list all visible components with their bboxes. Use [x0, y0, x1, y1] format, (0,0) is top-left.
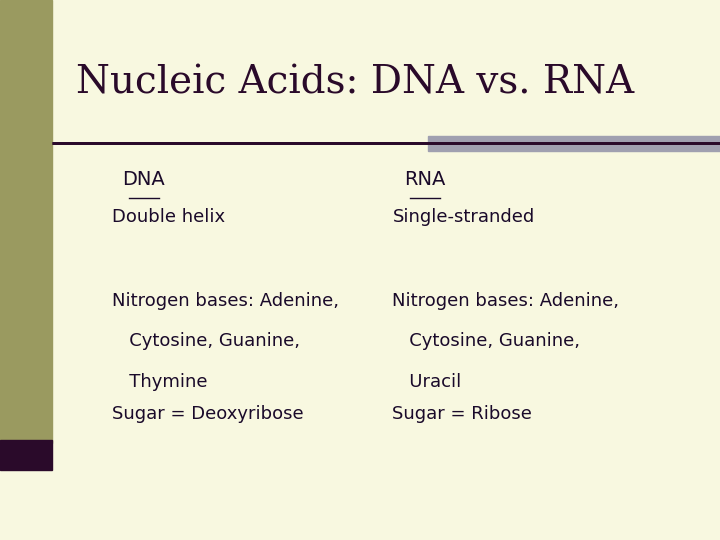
Text: RNA: RNA	[404, 170, 446, 189]
Text: Double helix: Double helix	[112, 208, 225, 226]
Text: Thymine: Thymine	[112, 373, 207, 390]
Bar	[0, 0, 52, 443]
Text: Nitrogen bases: Adenine,: Nitrogen bases: Adenine,	[112, 292, 338, 309]
Text: Sugar = Deoxyribose: Sugar = Deoxyribose	[112, 405, 303, 423]
Text: Nucleic Acids: DNA vs. RNA: Nucleic Acids: DNA vs. RNA	[76, 65, 634, 102]
Text: Cytosine, Guanine,: Cytosine, Guanine,	[112, 332, 300, 350]
Text: Uracil: Uracil	[392, 373, 462, 390]
Text: Single-stranded: Single-stranded	[392, 208, 535, 226]
Bar	[0, 440, 52, 470]
Bar	[428, 136, 720, 151]
Text: Sugar = Ribose: Sugar = Ribose	[392, 405, 532, 423]
Text: Nitrogen bases: Adenine,: Nitrogen bases: Adenine,	[392, 292, 619, 309]
Text: Cytosine, Guanine,: Cytosine, Guanine,	[392, 332, 580, 350]
Text: DNA: DNA	[122, 170, 166, 189]
